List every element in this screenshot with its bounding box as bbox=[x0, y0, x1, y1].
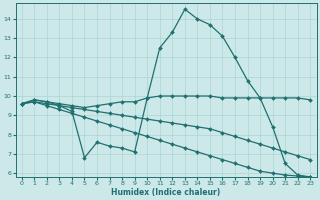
X-axis label: Humidex (Indice chaleur): Humidex (Indice chaleur) bbox=[111, 188, 221, 197]
